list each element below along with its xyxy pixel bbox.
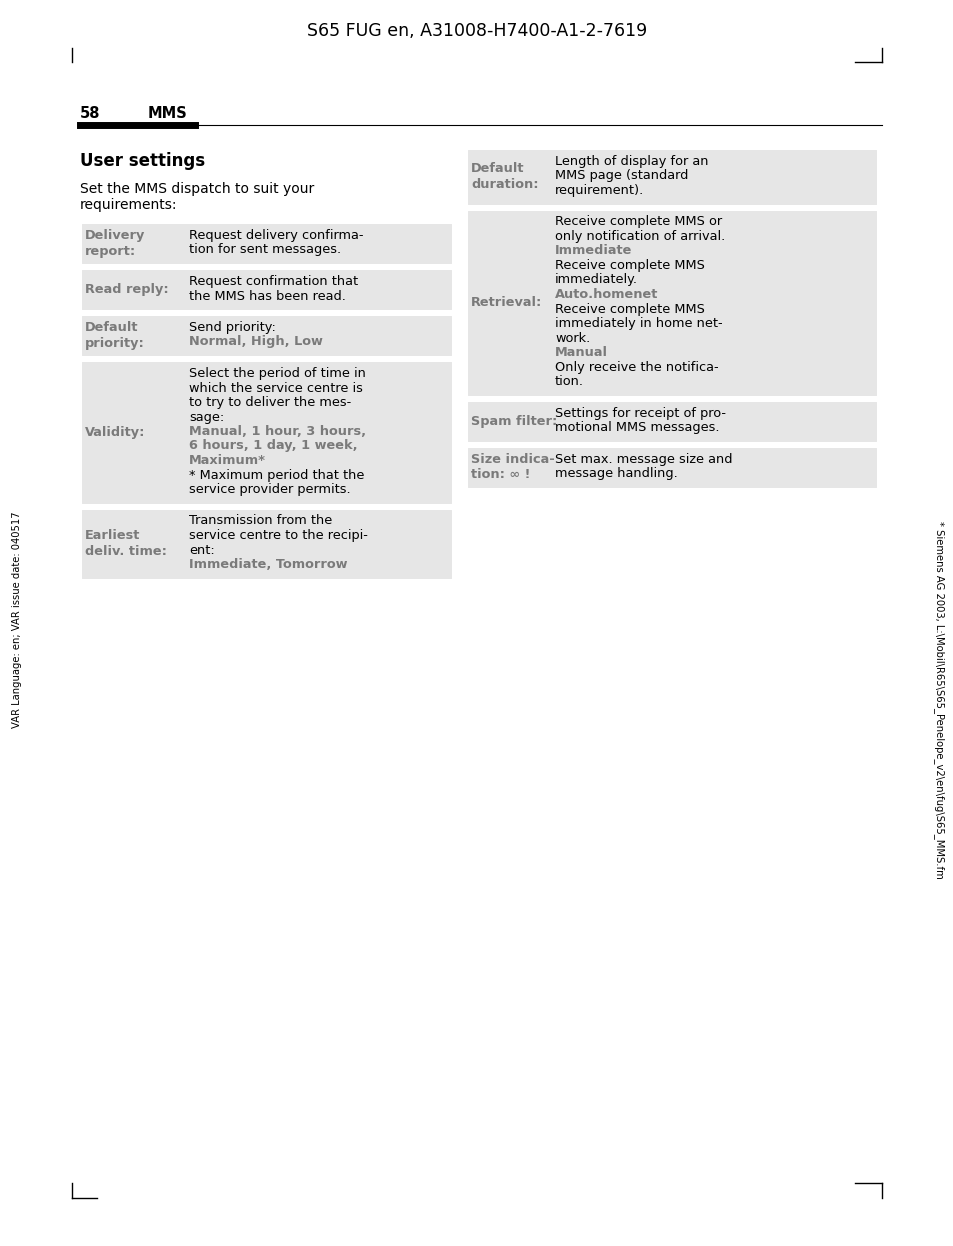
Text: Read reply:: Read reply: xyxy=(85,283,169,297)
Text: * Siemens AG 2003, L:\Mobil\R65\S65_Penelope_v2\en\fug\S65_MMS.fm: * Siemens AG 2003, L:\Mobil\R65\S65_Pene… xyxy=(933,521,943,878)
Text: only notification of arrival.: only notification of arrival. xyxy=(555,231,724,243)
Text: tion for sent messages.: tion for sent messages. xyxy=(189,243,341,257)
Text: Transmission from the: Transmission from the xyxy=(189,515,332,527)
Text: Set max. message size and: Set max. message size and xyxy=(555,452,732,466)
Text: tion.: tion. xyxy=(555,375,583,388)
Text: Receive complete MMS: Receive complete MMS xyxy=(555,303,704,315)
Bar xyxy=(465,208,877,396)
Text: service provider permits.: service provider permits. xyxy=(189,483,351,496)
Text: Immediate: Immediate xyxy=(555,244,632,258)
Text: Maximum*: Maximum* xyxy=(189,454,266,467)
Text: Send priority:: Send priority: xyxy=(189,321,275,334)
Text: Manual: Manual xyxy=(555,346,607,359)
Text: service centre to the recipi-: service centre to the recipi- xyxy=(189,530,368,542)
Text: Size indica-
tion: ∞ !: Size indica- tion: ∞ ! xyxy=(471,452,554,481)
Text: User settings: User settings xyxy=(80,152,205,169)
Text: Earliest
deliv. time:: Earliest deliv. time: xyxy=(85,530,167,558)
Text: 6 hours, 1 day, 1 week,: 6 hours, 1 day, 1 week, xyxy=(189,440,357,452)
Text: immediately in home net-: immediately in home net- xyxy=(555,316,721,330)
Text: Retrieval:: Retrieval: xyxy=(471,297,541,309)
Bar xyxy=(465,446,877,488)
Text: VAR Language: en; VAR issue date: 040517: VAR Language: en; VAR issue date: 040517 xyxy=(12,512,22,729)
Text: sage:: sage: xyxy=(189,410,224,424)
Bar xyxy=(465,400,877,442)
Bar xyxy=(465,148,877,206)
Text: Delivery
report:: Delivery report: xyxy=(85,229,145,258)
Text: MMS page (standard: MMS page (standard xyxy=(555,169,688,182)
Text: the MMS has been read.: the MMS has been read. xyxy=(189,289,346,303)
Text: work.: work. xyxy=(555,331,590,344)
Text: Only receive the notifica-: Only receive the notifica- xyxy=(555,360,718,374)
Text: Request delivery confirma-: Request delivery confirma- xyxy=(189,229,363,242)
Bar xyxy=(80,222,453,265)
Text: Default
duration:: Default duration: xyxy=(471,162,537,191)
Text: * Maximum period that the: * Maximum period that the xyxy=(189,468,364,481)
Text: Settings for receipt of pro-: Settings for receipt of pro- xyxy=(555,406,725,420)
Text: Select the period of time in: Select the period of time in xyxy=(189,368,366,380)
Text: Receive complete MMS: Receive complete MMS xyxy=(555,259,704,272)
Text: Spam filter:: Spam filter: xyxy=(471,415,557,427)
Text: Immediate, Tomorrow: Immediate, Tomorrow xyxy=(189,558,347,571)
Text: Normal, High, Low: Normal, High, Low xyxy=(189,335,322,349)
Bar xyxy=(80,507,453,579)
Text: ent:: ent: xyxy=(189,543,214,557)
Text: Set the MMS dispatch to suit your: Set the MMS dispatch to suit your xyxy=(80,182,314,196)
Text: requirement).: requirement). xyxy=(555,184,643,197)
Text: message handling.: message handling. xyxy=(555,467,677,480)
Text: MMS: MMS xyxy=(148,106,188,121)
Bar xyxy=(80,268,453,312)
Text: which the service centre is: which the service centre is xyxy=(189,381,362,395)
Text: S65 FUG en, A31008-H7400-A1-2-7619: S65 FUG en, A31008-H7400-A1-2-7619 xyxy=(307,22,646,40)
Bar xyxy=(80,360,453,505)
Text: motional MMS messages.: motional MMS messages. xyxy=(555,421,719,434)
Text: Manual, 1 hour, 3 hours,: Manual, 1 hour, 3 hours, xyxy=(189,425,366,439)
Text: Default
priority:: Default priority: xyxy=(85,321,145,350)
Text: Validity:: Validity: xyxy=(85,426,145,439)
Text: requirements:: requirements: xyxy=(80,198,177,212)
Text: Request confirmation that: Request confirmation that xyxy=(189,275,357,288)
Text: Length of display for an: Length of display for an xyxy=(555,155,708,168)
Text: to try to deliver the mes-: to try to deliver the mes- xyxy=(189,396,351,409)
Text: immediately.: immediately. xyxy=(555,274,638,287)
Text: 58: 58 xyxy=(80,106,100,121)
Bar xyxy=(80,314,453,358)
Text: Receive complete MMS or: Receive complete MMS or xyxy=(555,216,721,228)
Text: Auto.homenet: Auto.homenet xyxy=(555,288,658,302)
